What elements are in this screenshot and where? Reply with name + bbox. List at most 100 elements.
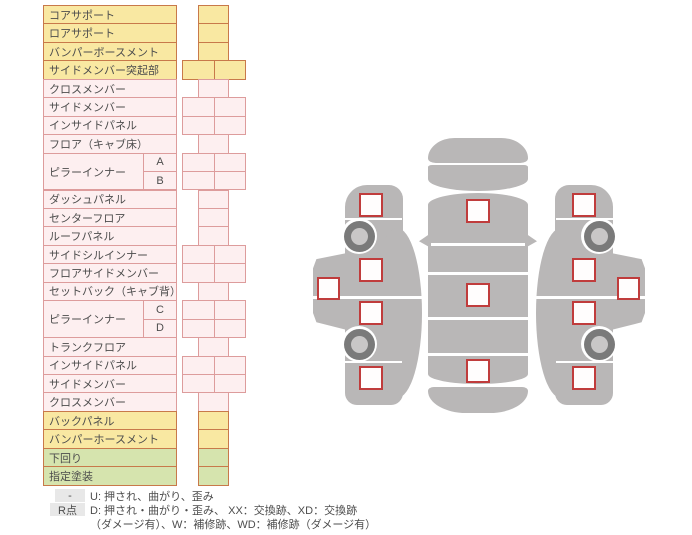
damage-cell[interactable] [198,189,229,209]
damage-cell[interactable] [198,392,229,412]
top-view-windshield [428,246,528,272]
row-label: インサイドパネル [43,115,177,136]
row-sublabel: B [143,171,177,191]
row-label: クロスメンバー [43,392,177,412]
damage-cell[interactable] [182,97,215,117]
damage-cell[interactable] [198,41,229,62]
legend-text-u: U: 押され、曲がり、歪み [90,491,214,503]
damage-cell[interactable] [182,152,215,173]
right-rear-wheel-icon [581,326,617,362]
row-label: バックパネル [43,410,177,431]
right-side-divider-rear [556,361,613,363]
damage-cell[interactable] [214,171,246,191]
damage-input-left-rear-door[interactable] [359,301,383,325]
row-label: フロア（キャブ床） [43,134,177,154]
row-label: フロアサイドメンバー [43,263,177,283]
row-label: クロスメンバー [43,78,177,99]
right-side-divider-mid [536,296,645,299]
row-label: サイドメンバー [43,374,177,394]
damage-input-left-front-fender[interactable] [359,193,383,217]
car-diagram [300,130,660,425]
damage-input-left-rear-fender[interactable] [359,366,383,390]
left-rear-wheel-icon [341,326,377,362]
damage-cell[interactable] [214,97,246,117]
damage-cell[interactable] [182,263,215,283]
damage-input-top-hood[interactable] [466,199,490,223]
row-label: トランクフロア [43,337,177,357]
damage-cell[interactable] [198,23,229,43]
damage-cell[interactable] [198,281,229,302]
damage-cell[interactable] [198,226,229,246]
left-front-wheel-icon [341,218,377,254]
left-side-divider-mid [313,296,422,299]
damage-input-right-rear-fender[interactable] [572,366,596,390]
left-side-divider-front [345,218,402,220]
top-view-front-bumper [428,138,528,163]
damage-cell[interactable] [198,337,229,357]
damage-cell[interactable] [198,410,229,431]
damage-cell[interactable] [182,60,215,80]
damage-cell[interactable] [182,318,215,339]
damage-cell[interactable] [198,134,229,154]
legend-badge-normal: - [55,489,85,502]
right-front-wheel-icon [581,218,617,254]
damage-cell[interactable] [214,60,246,80]
left-side-divider-rear [345,361,402,363]
row-sublabel: A [143,152,177,173]
row-label: セットバック（キャブ背） [43,281,177,302]
damage-input-right-front-door[interactable] [572,258,596,282]
damage-input-right-cab[interactable] [617,277,640,300]
row-label: ロアサポート [43,23,177,43]
damage-cell[interactable] [214,355,246,375]
damage-input-top-roof[interactable] [466,283,490,307]
row-label: ダッシュパネル [43,189,177,209]
parts-table: コアサポート ロアサポート バンパーボースメント サイドメンバー突起部 クロスメンバーサ… [0,0,260,490]
top-view-grille [428,165,528,191]
damage-cell[interactable] [214,152,246,173]
damage-cell[interactable] [182,171,215,191]
damage-cell[interactable] [214,374,246,394]
top-view-rear-window [428,320,528,353]
legend-badge-rpoint: R点 [50,503,85,517]
damage-cell[interactable] [182,244,215,265]
damage-input-left-front-door[interactable] [359,258,383,282]
damage-cell[interactable] [198,207,229,228]
damage-cell[interactable] [214,300,246,320]
damage-cell[interactable] [182,300,215,320]
row-label: コアサポート [43,5,177,25]
row-label: サイドシルインナー [43,244,177,265]
damage-cell[interactable] [198,429,229,449]
row-label: センターフロア [43,207,177,228]
top-view-rear-bumper [428,387,528,413]
damage-cell[interactable] [182,115,215,136]
row-label: 指定塗装 [43,466,177,486]
row-label: バンパーボースメント [43,41,177,62]
damage-input-right-rear-door[interactable] [572,301,596,325]
damage-cell[interactable] [214,244,246,265]
legend-text-d-line2: （ダメージ有）、W：補修跡、WD：補修跡（ダメージ有） [90,519,377,531]
damage-cell[interactable] [198,447,229,468]
damage-cell[interactable] [198,78,229,99]
damage-cell[interactable] [214,318,246,339]
damage-cell[interactable] [214,115,246,136]
row-label: サイドメンバー [43,97,177,117]
row-label: サイドメンバー突起部 [43,60,177,80]
damage-cell[interactable] [198,5,229,25]
right-side-divider-front [556,218,613,220]
row-sublabel: C [143,300,177,320]
row-label-group: ピラーインナー [43,300,144,339]
row-sublabel: D [143,318,177,339]
damage-cell[interactable] [182,355,215,375]
damage-cell[interactable] [214,263,246,283]
row-label: ルーフパネル [43,226,177,246]
damage-input-left-cab[interactable] [317,277,340,300]
row-label: 下回り [43,447,177,468]
legend-text-d-line1: D: 押され・曲がり・歪み、 XX：交換跡、XD：交換跡 [90,505,358,517]
damage-input-right-front-fender[interactable] [572,193,596,217]
damage-cell[interactable] [182,374,215,394]
damage-input-top-trunk[interactable] [466,359,490,383]
row-label: インサイドパネル [43,355,177,375]
damage-cell[interactable] [198,466,229,486]
row-label-group: ピラーインナー [43,152,144,191]
